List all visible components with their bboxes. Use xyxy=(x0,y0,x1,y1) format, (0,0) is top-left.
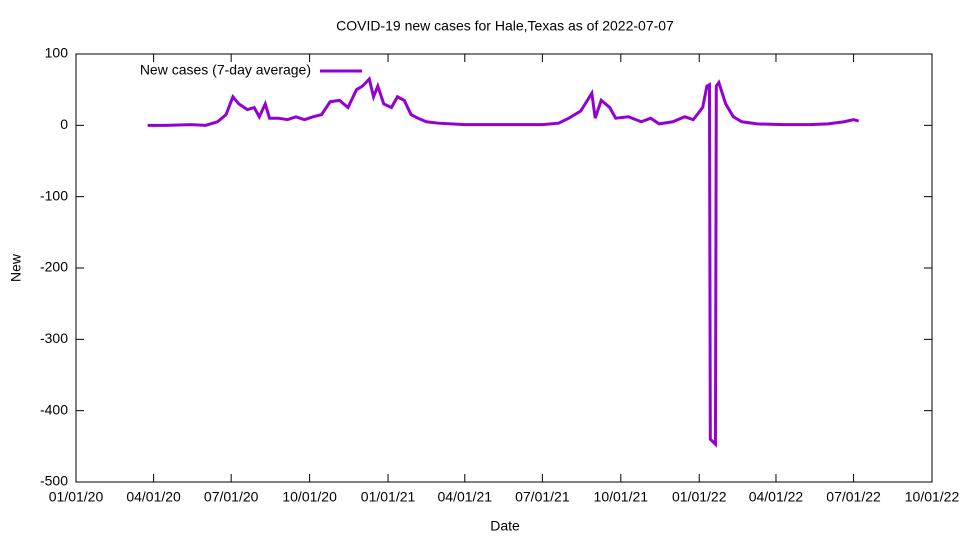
x-tick-label: 04/01/20 xyxy=(126,489,181,505)
plot-frame xyxy=(75,53,933,483)
y-tick-label: -200 xyxy=(40,259,68,275)
data-line xyxy=(147,75,860,448)
y-tick-label: 100 xyxy=(45,45,69,61)
x-tick-label: 01/01/21 xyxy=(361,489,416,505)
x-tick-label: 10/01/22 xyxy=(905,489,960,505)
x-tick-label: 04/01/21 xyxy=(438,489,493,505)
x-tick-label: 01/01/20 xyxy=(49,489,104,505)
y-tick-label: -500 xyxy=(40,473,68,489)
y-tick-label: 0 xyxy=(60,116,68,132)
y-axis-label: New xyxy=(8,253,24,282)
y-tick-label: -100 xyxy=(40,187,68,203)
chart-title: COVID-19 new cases for Hale,Texas as of … xyxy=(336,18,674,34)
legend-label: New cases (7-day average) xyxy=(140,62,311,78)
y-tick-label: -400 xyxy=(40,401,68,417)
x-axis-label: Date xyxy=(490,518,520,534)
y-tick-label: -300 xyxy=(40,330,68,346)
x-tick-label: 10/01/21 xyxy=(594,489,649,505)
x-tick-label: 10/01/20 xyxy=(282,489,337,505)
x-tick-label: 04/01/22 xyxy=(749,489,804,505)
x-tick-label: 01/01/22 xyxy=(672,489,727,505)
x-tick-label: 07/01/21 xyxy=(515,489,570,505)
x-tick-label: 07/01/22 xyxy=(826,489,881,505)
x-tick-label: 07/01/20 xyxy=(204,489,259,505)
